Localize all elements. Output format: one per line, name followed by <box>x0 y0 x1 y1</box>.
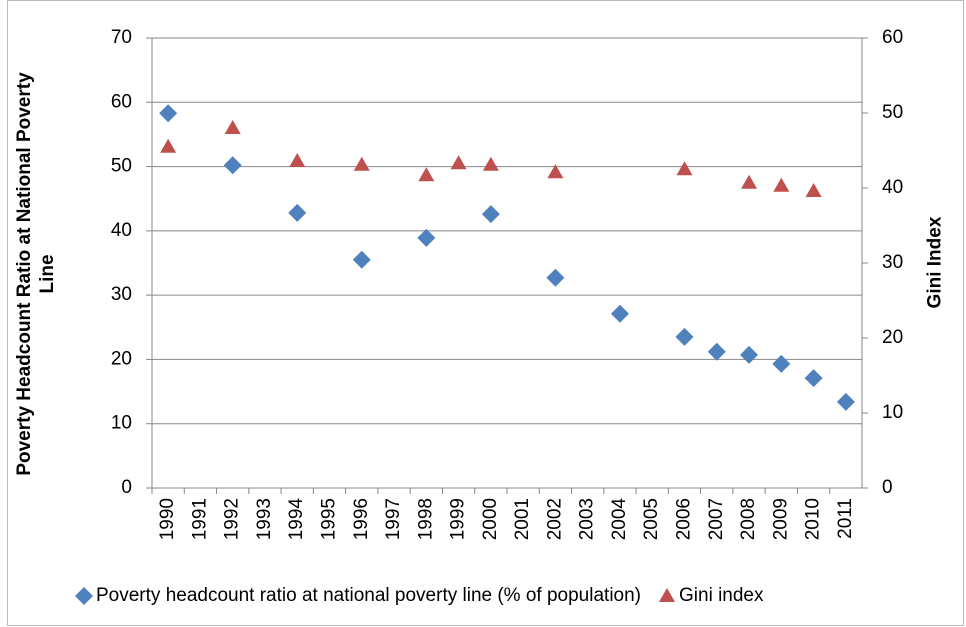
point <box>707 342 726 361</box>
legend-label: Gini index <box>679 585 764 606</box>
point <box>741 174 758 189</box>
y-tick-label: 30 <box>111 284 132 305</box>
y-tick-label: 0 <box>121 477 132 498</box>
point <box>772 354 791 373</box>
legend-marker <box>75 587 93 605</box>
point <box>450 155 467 170</box>
y-tick-label: 10 <box>111 413 132 434</box>
y2-tick-label: 30 <box>882 252 903 273</box>
x-tick-label: 1991 <box>189 498 210 540</box>
x-tick-label: 2005 <box>641 498 662 540</box>
y2-tick-label: 0 <box>882 477 893 498</box>
x-tick-label: 1996 <box>351 498 372 540</box>
x-tick-label: 1993 <box>254 498 275 540</box>
x-tick-label: 2003 <box>577 498 598 540</box>
point <box>223 156 242 175</box>
point <box>481 205 500 224</box>
y-tick-label: 60 <box>111 91 132 112</box>
point <box>805 183 822 197</box>
x-tick-label: 1999 <box>448 498 469 540</box>
x-tick-label: 1997 <box>383 498 404 540</box>
y2-tick-label: 50 <box>882 102 903 123</box>
x-tick-label: 1995 <box>319 498 340 540</box>
point <box>740 345 759 364</box>
point <box>418 167 435 182</box>
point <box>836 392 855 411</box>
point <box>482 156 499 171</box>
x-tick-label: 1998 <box>415 498 436 540</box>
legend-label: Poverty headcount ratio at national pove… <box>96 585 641 606</box>
x-tick-label: 2001 <box>512 498 533 540</box>
y-tick-label: 20 <box>111 348 132 369</box>
point <box>224 120 241 134</box>
y-tick-label: 50 <box>111 156 132 177</box>
point <box>773 177 790 192</box>
point <box>546 268 565 287</box>
point <box>676 161 693 176</box>
legend-marker <box>659 588 675 602</box>
chart-border <box>7 0 964 626</box>
point <box>352 250 371 269</box>
x-tick-label: 1992 <box>222 498 243 540</box>
point <box>547 164 564 179</box>
point <box>160 138 177 153</box>
point <box>675 327 694 346</box>
point <box>353 156 370 171</box>
x-tick-label: 1990 <box>157 498 178 540</box>
x-tick-label: 1994 <box>286 498 307 541</box>
x-tick-label: 2007 <box>706 498 727 540</box>
y2-tick-label: 40 <box>882 177 903 198</box>
x-tick-label: 2008 <box>738 498 759 540</box>
x-tick-label: 2011 <box>835 498 856 539</box>
x-tick-label: 2006 <box>674 498 695 540</box>
point <box>289 153 306 167</box>
point <box>610 304 629 323</box>
point <box>804 369 823 388</box>
point <box>417 228 436 247</box>
point <box>159 104 178 123</box>
y2-tick-label: 20 <box>882 327 903 348</box>
y2-tick-label: 60 <box>882 27 903 48</box>
y-axis-title: Poverty Headcount Ratio at National Pove… <box>14 72 58 476</box>
x-tick-label: 2000 <box>480 498 501 540</box>
y2-tick-label: 10 <box>882 402 903 423</box>
x-tick-label: 2009 <box>770 498 791 540</box>
y-tick-label: 40 <box>111 220 132 241</box>
x-tick-label: 2004 <box>609 498 630 541</box>
y-tick-label: 70 <box>111 27 132 48</box>
x-tick-label: 2010 <box>803 498 824 540</box>
y2-axis-title: Gini Index <box>924 216 946 309</box>
point <box>288 203 307 222</box>
x-tick-label: 2002 <box>544 498 565 540</box>
